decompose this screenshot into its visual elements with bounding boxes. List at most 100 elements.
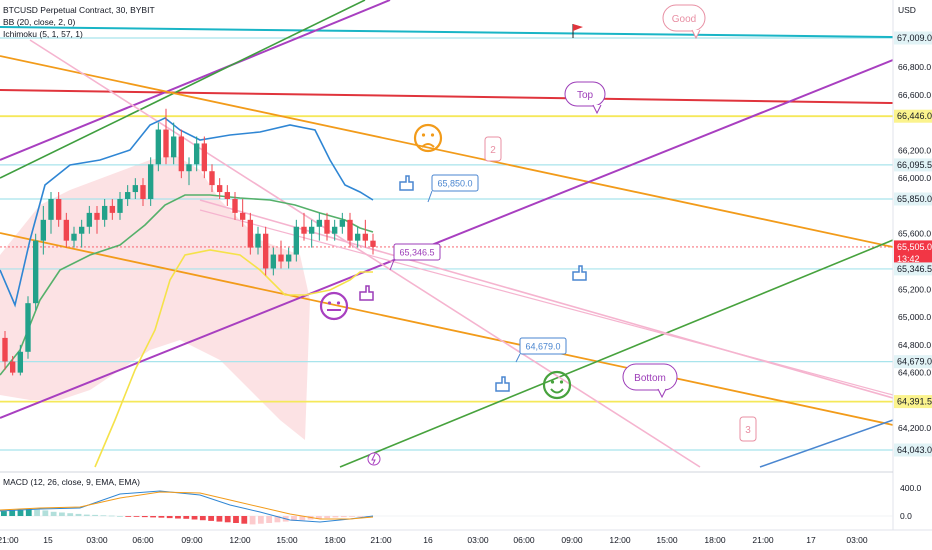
- macd-tick-label: 400.0: [900, 483, 922, 493]
- time-axis: 21:00 15 03:00 06:00 09:00 12:00 15:00 18:00 21:…: [0, 529, 932, 545]
- ichimoku-legend[interactable]: Ichimoku (5, 1, 57, 1): [3, 29, 83, 39]
- candle-body: [25, 303, 31, 352]
- bubble-text: Bottom: [634, 373, 666, 384]
- wave-3-label: 3: [739, 416, 757, 442]
- macd-bar: [25, 509, 32, 516]
- price-label-box: [393, 243, 441, 261]
- macd-bar: [299, 516, 306, 521]
- bottom-callout: Bottom: [622, 363, 678, 399]
- trend-line: [199, 209, 894, 396]
- y-tick-label: 65,200.0: [898, 284, 931, 294]
- worried-face-icon: [413, 123, 443, 153]
- candle-body: [270, 254, 277, 269]
- candle-body: [278, 254, 284, 262]
- wave-2-label: 2: [484, 136, 502, 162]
- macd-bar: [133, 516, 140, 517]
- x-tick-label: 09:00: [561, 535, 583, 545]
- face-outline: [319, 291, 349, 321]
- macd-bar: [216, 516, 223, 522]
- price-label-text: 64,679.0: [525, 342, 560, 352]
- macd-bar: [357, 516, 364, 517]
- price-tag-box: [894, 240, 932, 254]
- macd-bar: [257, 516, 264, 524]
- signal-line: [0, 491, 374, 520]
- candle-body: [17, 351, 24, 373]
- candle-body: [331, 226, 338, 234]
- y-tick-label: 66,000.0: [898, 173, 931, 183]
- macd-line: [0, 490, 374, 523]
- price-tag-text: 65,850.0: [897, 194, 932, 204]
- trend-line: [0, 89, 894, 104]
- price-tag-box: [894, 31, 932, 45]
- candlestick-series: [2, 108, 376, 376]
- price-tag-text: 65,505.0: [897, 242, 932, 252]
- x-tick-label: 09:00: [181, 535, 203, 545]
- x-tick-label: 17: [806, 535, 816, 545]
- price-tag-box: [894, 192, 932, 206]
- macd-bar: [59, 512, 65, 516]
- trend-line: [0, 59, 894, 419]
- price-label-text: 65,850.0: [437, 179, 472, 189]
- macd-bar: [249, 516, 256, 525]
- price-label-box: [431, 174, 479, 192]
- trend-line: [199, 199, 894, 399]
- number-text: 3: [745, 425, 751, 436]
- face-eye: [430, 133, 435, 137]
- face-mouth: [421, 143, 435, 148]
- candle-body: [209, 171, 215, 186]
- candle-body: [224, 192, 231, 199]
- bb-upper: [0, 117, 374, 308]
- y-tick-label: 65,000.0: [898, 312, 931, 322]
- symbol-legend[interactable]: BTCUSD Perpetual Contract, 30, BYBIT: [3, 5, 155, 15]
- candle-body: [316, 219, 323, 227]
- macd-bar: [266, 516, 273, 523]
- x-tick-label: 21:00: [0, 535, 19, 545]
- macd-bar: [92, 514, 98, 516]
- candle-body: [117, 198, 123, 213]
- price-label-text: 65,346.5: [399, 248, 434, 258]
- macd-bar: [183, 516, 190, 519]
- x-tick-label: 06:00: [513, 535, 535, 545]
- price-tag-text: 64,043.0: [897, 445, 932, 455]
- price-tag-box: [894, 262, 932, 276]
- trend-line: [0, 55, 894, 248]
- hand-shape: [399, 175, 414, 191]
- face-mouth: [550, 388, 564, 394]
- candle-body: [170, 136, 177, 158]
- macd-bar: [17, 509, 24, 516]
- face-eye: [559, 380, 564, 384]
- bb-basis: [0, 194, 374, 376]
- candle-body: [301, 226, 307, 234]
- price-axis: 67,009.0 66,800.0 66,600.0 66,446.0 66,200.0…: [892, 0, 932, 550]
- currency-label[interactable]: USD: [898, 5, 916, 15]
- bubble-shape: [564, 81, 606, 107]
- x-tick-label: 03:00: [846, 535, 868, 545]
- price-tag-text: 65,346.5: [897, 264, 932, 274]
- price-label-65346: 65,346.5: [393, 243, 441, 261]
- price-tag-box: [894, 443, 932, 457]
- event-marker-icon: [367, 452, 381, 466]
- trend-line: [759, 419, 894, 468]
- hand-pointer-icon: [399, 175, 414, 191]
- macd-bar: [332, 516, 339, 518]
- x-tick-label: 12:00: [229, 535, 251, 545]
- macd-legend[interactable]: MACD (12, 26, close, 9, EMA, EMA): [3, 477, 140, 487]
- x-tick-label: 15:00: [276, 535, 298, 545]
- candle-body: [109, 205, 116, 213]
- macd-bar: [100, 515, 107, 517]
- price-label-pointer: [389, 259, 395, 271]
- y-tick-label: 65,600.0: [898, 229, 931, 239]
- trend-line: [0, 26, 894, 38]
- candle-body: [354, 233, 361, 241]
- macd-bar: [166, 516, 173, 519]
- candle-body: [247, 219, 254, 248]
- price-tag-text: 64,391.5: [897, 397, 932, 407]
- candle-body: [362, 233, 369, 241]
- candle-body: [285, 254, 292, 262]
- macd-bar: [158, 516, 165, 518]
- bb-legend[interactable]: BB (20, close, 2, 0): [3, 17, 76, 27]
- candle-body: [324, 219, 330, 234]
- candle-body: [347, 219, 353, 241]
- candle-body: [101, 205, 108, 220]
